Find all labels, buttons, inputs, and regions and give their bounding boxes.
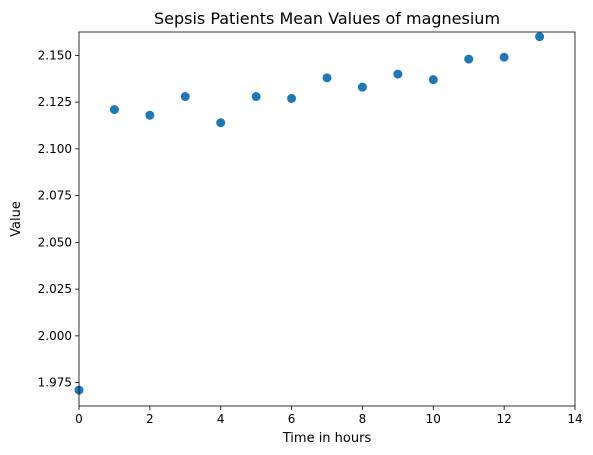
x-tick-label: 0 (75, 412, 83, 426)
y-tick-label: 2.000 (38, 329, 72, 343)
data-point (109, 105, 119, 115)
y-tick-label: 2.050 (38, 235, 72, 249)
data-point (499, 52, 509, 62)
data-point (251, 92, 261, 102)
data-point (464, 54, 474, 64)
plot-frame (78, 31, 576, 407)
x-tick-label: 10 (426, 412, 441, 426)
x-tick-label: 8 (359, 412, 367, 426)
x-tick-label: 12 (497, 412, 512, 426)
data-point (393, 69, 403, 79)
x-tick-label: 14 (567, 412, 582, 426)
x-tick-label: 4 (217, 412, 225, 426)
y-tick-label: 2.100 (38, 142, 72, 156)
data-point (145, 110, 155, 120)
x-tick-label: 6 (288, 412, 296, 426)
data-points (74, 32, 545, 395)
data-point (535, 32, 545, 42)
data-point (322, 73, 332, 83)
data-point (216, 118, 226, 128)
y-tick-label: 2.150 (38, 48, 72, 62)
data-point (428, 75, 438, 85)
y-axis-ticks: 1.975 2.000 2.025 2.050 2.075 2.100 2.125 2.150 (38, 48, 79, 390)
x-tick-label: 2 (146, 412, 154, 426)
y-tick-label: 2.025 (38, 282, 72, 296)
data-point (287, 93, 297, 103)
data-point (180, 92, 190, 102)
y-tick-label: 2.075 (38, 189, 72, 203)
x-axis-ticks: 0 2 4 6 8 10 12 14 (75, 406, 583, 426)
chart-title: Sepsis Patients Mean Values of magnesium (154, 9, 500, 28)
y-axis-label: Value (9, 201, 24, 237)
data-point (357, 82, 367, 92)
y-tick-label: 2.125 (38, 95, 72, 109)
x-axis-label: Time in hours (282, 431, 372, 446)
y-tick-label: 1.975 (38, 376, 72, 390)
